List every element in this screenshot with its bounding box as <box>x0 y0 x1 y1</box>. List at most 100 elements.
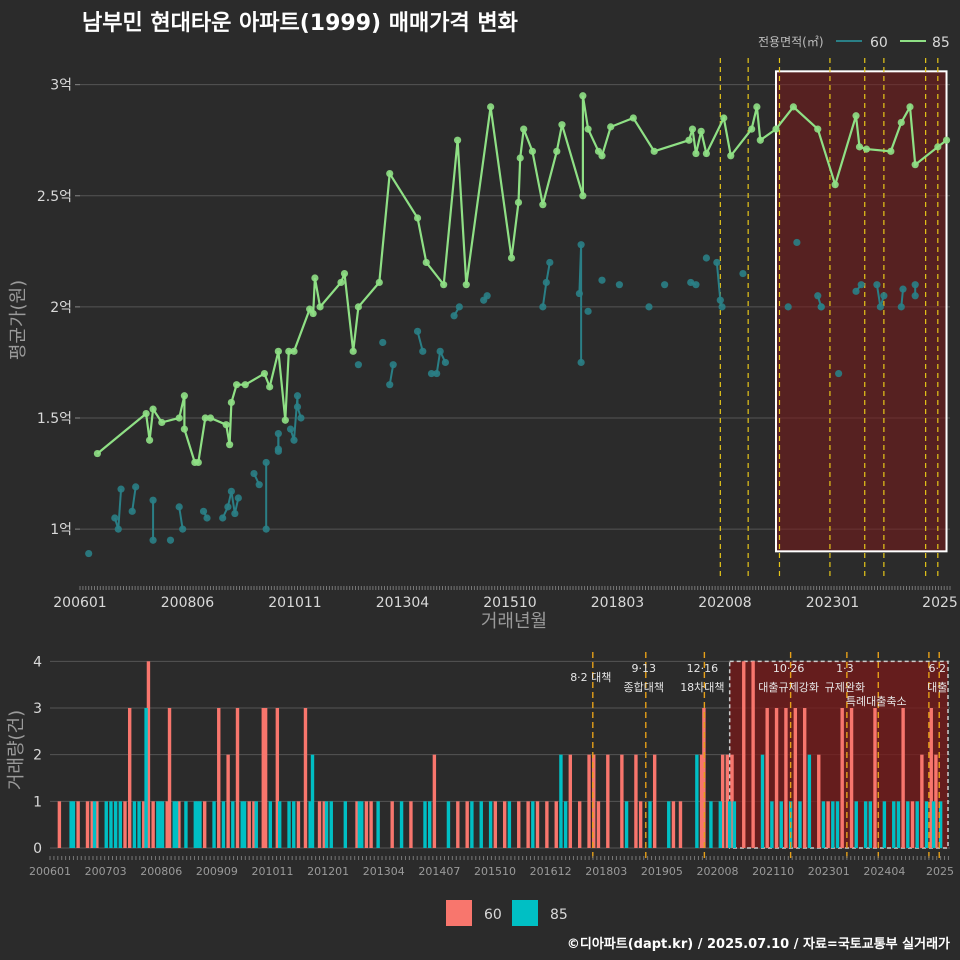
x-axis-title: 거래년월 <box>481 611 547 632</box>
volume-bar-85 <box>144 708 148 848</box>
series-segment-60 <box>117 489 123 530</box>
volume-bar-85 <box>287 801 291 848</box>
volume-bar-60 <box>671 801 676 848</box>
data-point-85 <box>629 114 637 122</box>
data-point-85 <box>354 303 362 311</box>
data-point-60 <box>852 287 860 295</box>
volume-plot: 0 1 2 3 4 8·2 대책 9·13 종합대책 12·16 18차대책 10·26 대출규제강화… <box>29 652 954 878</box>
data-point-85 <box>233 381 241 389</box>
volume-bar-60 <box>123 801 127 848</box>
data-point-85 <box>311 274 319 282</box>
data-point-85 <box>340 269 349 278</box>
y-axis-title: 평균가(원) <box>8 280 29 360</box>
data-point-85 <box>227 398 235 407</box>
volume-x-tick-label: 201407 <box>418 865 460 878</box>
volume-bar-60 <box>535 801 540 848</box>
policy-label: 10·26 <box>773 662 805 675</box>
volume-bar-85 <box>92 801 97 848</box>
data-point-60 <box>132 483 140 491</box>
volume-bar-85 <box>892 801 896 848</box>
volume-bar-85 <box>563 801 568 848</box>
y-tick-label: 2억 <box>50 300 72 316</box>
volume-bar-60 <box>929 708 933 848</box>
data-point-85 <box>598 152 606 160</box>
volume-bar-85 <box>242 801 247 848</box>
volume-bar-85 <box>507 801 512 848</box>
data-point-85 <box>650 147 658 155</box>
data-point-60 <box>436 347 444 355</box>
volume-bar-85 <box>268 801 273 848</box>
data-point-85 <box>146 436 154 444</box>
volume-bar-85 <box>310 754 315 848</box>
volume-bar-85 <box>118 801 123 848</box>
data-point-60 <box>262 525 270 533</box>
volume-bar-85 <box>198 801 202 848</box>
data-point-85 <box>413 214 422 222</box>
data-point-60 <box>117 485 125 493</box>
data-point-85 <box>756 136 764 144</box>
volume-bar-60 <box>638 801 643 848</box>
data-point-60 <box>584 307 592 315</box>
volume-bar-60 <box>409 801 413 848</box>
data-point-85 <box>539 201 547 209</box>
legend-title: 전용면적(㎡) <box>758 35 824 49</box>
data-point-85 <box>906 103 914 111</box>
data-point-85 <box>309 309 317 318</box>
data-point-60 <box>219 514 227 522</box>
volume-bar-60 <box>202 801 207 848</box>
data-point-60 <box>716 296 724 304</box>
volume-bar-85 <box>624 801 629 848</box>
data-point-85 <box>180 425 188 433</box>
x-tick-label: 202008 <box>698 595 751 611</box>
volume-bar-60 <box>802 708 807 848</box>
data-point-85 <box>697 127 705 135</box>
volume-bar-85 <box>158 801 162 848</box>
data-point-85 <box>579 192 587 200</box>
data-point-60 <box>876 303 885 311</box>
data-point-85 <box>831 181 839 189</box>
volume-bar-60 <box>317 801 322 848</box>
volume-bar-60 <box>634 754 638 848</box>
volume-bar-85 <box>648 801 652 848</box>
policy-label-detail: 대출 <box>927 681 947 694</box>
volume-bar-60 <box>545 801 549 848</box>
data-point-60 <box>615 281 624 289</box>
data-point-85 <box>142 409 150 418</box>
volume-bar-60 <box>568 754 573 848</box>
volume-bar-60 <box>620 754 624 848</box>
legend: 전용면적(㎡) 60 85 <box>758 35 950 51</box>
data-point-60 <box>692 281 700 289</box>
data-point-85 <box>206 414 215 422</box>
volume-bar-85 <box>329 801 333 848</box>
data-point-60 <box>128 507 136 515</box>
volume-bar-85 <box>277 801 282 848</box>
data-point-60 <box>645 303 653 311</box>
volume-x-tick-label: 201905 <box>641 865 683 878</box>
volume-bar-60 <box>873 708 877 848</box>
volume-bar-85 <box>831 801 835 848</box>
data-point-60 <box>835 369 843 378</box>
data-point-60 <box>274 429 282 438</box>
data-point-85 <box>180 392 188 400</box>
volume-bar-60 <box>167 708 172 848</box>
volume-bar-85 <box>160 801 165 848</box>
volume-bar-85 <box>195 801 200 848</box>
data-point-60 <box>389 361 397 369</box>
y-tick-label: 3억 <box>50 78 72 94</box>
volume-bar-60 <box>606 754 610 848</box>
data-point-60 <box>227 487 235 495</box>
volume-bar-85 <box>868 801 873 848</box>
volume-bar-85 <box>863 801 868 848</box>
data-point-85 <box>789 103 798 111</box>
volume-x-tick-label: 200703 <box>85 865 127 878</box>
volume-bar-60 <box>730 754 734 848</box>
data-point-85 <box>158 418 166 427</box>
volume-bar-85 <box>667 801 671 848</box>
volume-bar-85 <box>137 801 141 848</box>
series-segment-60 <box>541 282 548 308</box>
data-point-85 <box>194 458 202 467</box>
x-tick-label: 201304 <box>376 595 430 611</box>
data-point-85 <box>897 118 905 127</box>
x-tick-label: 2025 <box>922 595 958 611</box>
volume-bar-60 <box>554 801 558 848</box>
